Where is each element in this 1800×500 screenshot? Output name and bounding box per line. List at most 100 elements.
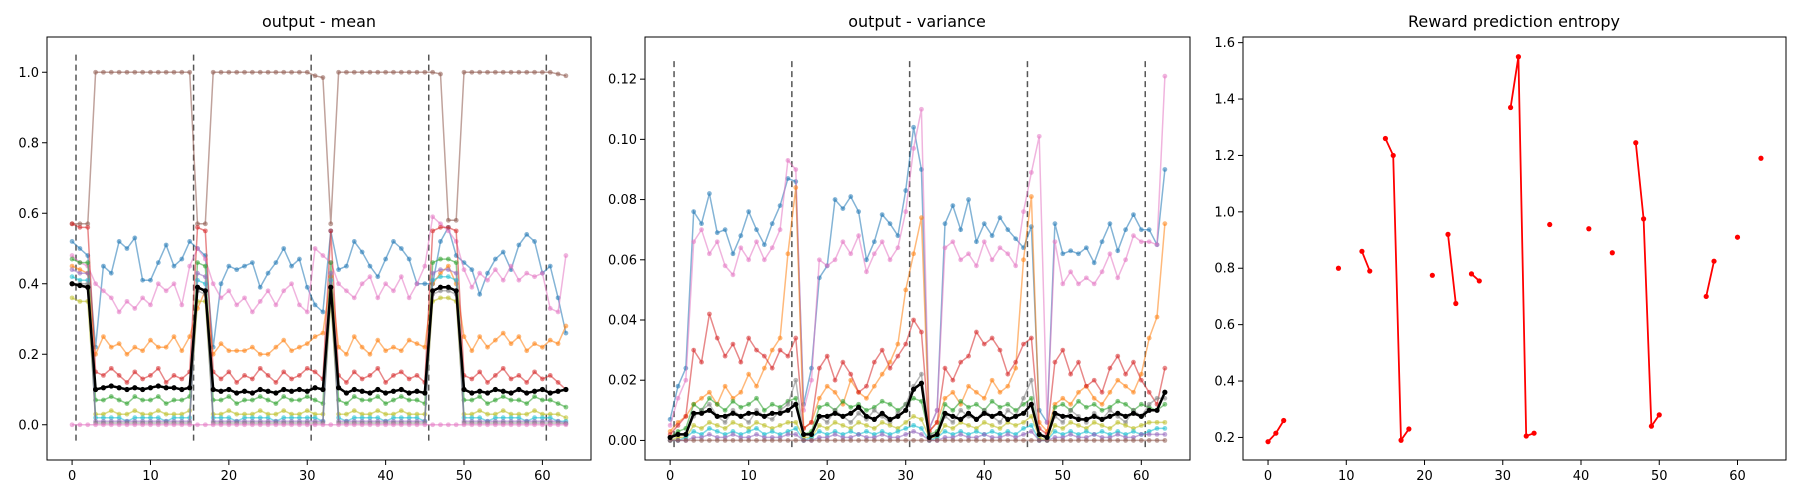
data-point	[1060, 281, 1066, 287]
data-point	[785, 407, 791, 413]
data-point	[312, 397, 318, 403]
data-point	[942, 428, 948, 434]
data-point	[691, 438, 697, 443]
data-point	[249, 390, 255, 396]
data-point	[469, 411, 475, 417]
data-point	[809, 377, 814, 383]
data-point	[1013, 263, 1019, 269]
data-point	[840, 413, 846, 419]
data-point	[273, 422, 279, 428]
data-point	[911, 428, 916, 434]
data-point	[69, 295, 75, 301]
data-point	[414, 69, 420, 75]
data-point	[840, 206, 846, 212]
series-line	[71, 215, 567, 314]
data-point	[265, 351, 271, 357]
data-point	[966, 404, 971, 410]
data-point	[1099, 239, 1105, 245]
data-point	[343, 390, 350, 396]
data-point	[1060, 419, 1066, 425]
data-point	[234, 411, 240, 417]
data-point	[1138, 239, 1144, 245]
data-point	[171, 69, 177, 75]
data-point	[391, 239, 396, 244]
data-point	[477, 422, 483, 428]
data-point	[77, 267, 83, 273]
data-point	[430, 228, 436, 234]
data-point	[132, 408, 138, 414]
data-point	[312, 73, 318, 79]
data-point	[430, 214, 436, 220]
data-point	[1013, 407, 1019, 413]
data-point	[1138, 401, 1144, 407]
data-point	[1099, 269, 1105, 275]
data-point	[1367, 268, 1373, 274]
data-point	[1091, 401, 1097, 407]
x-tick-label: 20	[1416, 469, 1433, 484]
data-point	[1028, 377, 1034, 383]
data-point	[746, 401, 752, 407]
data-point	[242, 373, 247, 378]
data-point	[1076, 398, 1081, 404]
data-point	[950, 425, 956, 431]
data-point	[989, 428, 995, 434]
data-point	[895, 341, 901, 347]
series	[667, 73, 1168, 431]
data-point	[887, 365, 893, 371]
data-point	[754, 395, 759, 401]
data-point	[1107, 389, 1113, 395]
data-point	[777, 347, 783, 353]
data-point	[398, 274, 404, 280]
data-point	[856, 438, 862, 443]
data-point	[785, 251, 791, 257]
series	[667, 124, 1168, 431]
data-point	[1107, 425, 1113, 431]
data-point	[328, 284, 334, 290]
data-point	[367, 411, 373, 417]
data-point	[532, 394, 537, 399]
data-point	[210, 422, 216, 428]
data-point	[469, 284, 475, 290]
data-point	[816, 413, 822, 419]
data-point	[414, 388, 420, 394]
data-point	[69, 256, 75, 262]
series-segment	[1359, 248, 1373, 274]
data-point	[242, 411, 247, 417]
data-point	[1028, 422, 1034, 428]
data-point	[706, 389, 712, 395]
data-point	[375, 408, 381, 414]
data-point	[297, 411, 302, 417]
data-point	[406, 295, 412, 301]
data-point	[942, 245, 948, 251]
x-tick-label: 20	[221, 469, 238, 484]
data-point	[1060, 395, 1066, 401]
data-point	[1138, 371, 1144, 377]
data-point	[406, 390, 412, 396]
data-point	[824, 419, 830, 425]
data-point	[785, 353, 791, 359]
data-point	[445, 288, 451, 294]
data-point	[1633, 140, 1639, 146]
data-point	[414, 411, 420, 417]
data-point	[746, 257, 752, 263]
data-point	[445, 274, 451, 280]
data-point	[1068, 407, 1074, 413]
data-point	[864, 407, 869, 413]
data-point	[328, 221, 334, 227]
data-point	[532, 239, 537, 244]
data-point	[391, 397, 396, 403]
data-point	[879, 432, 885, 437]
data-point	[516, 334, 522, 340]
data-point	[989, 422, 995, 428]
data-point	[155, 394, 161, 399]
data-point	[1131, 233, 1136, 239]
data-point	[202, 422, 208, 428]
data-point	[383, 401, 389, 406]
y-tick-label: 0.06	[608, 253, 637, 268]
data-point	[871, 251, 877, 257]
data-point	[769, 410, 775, 416]
data-point	[1099, 428, 1105, 434]
data-point	[390, 388, 397, 394]
data-point	[699, 359, 704, 365]
data-point	[973, 329, 979, 335]
